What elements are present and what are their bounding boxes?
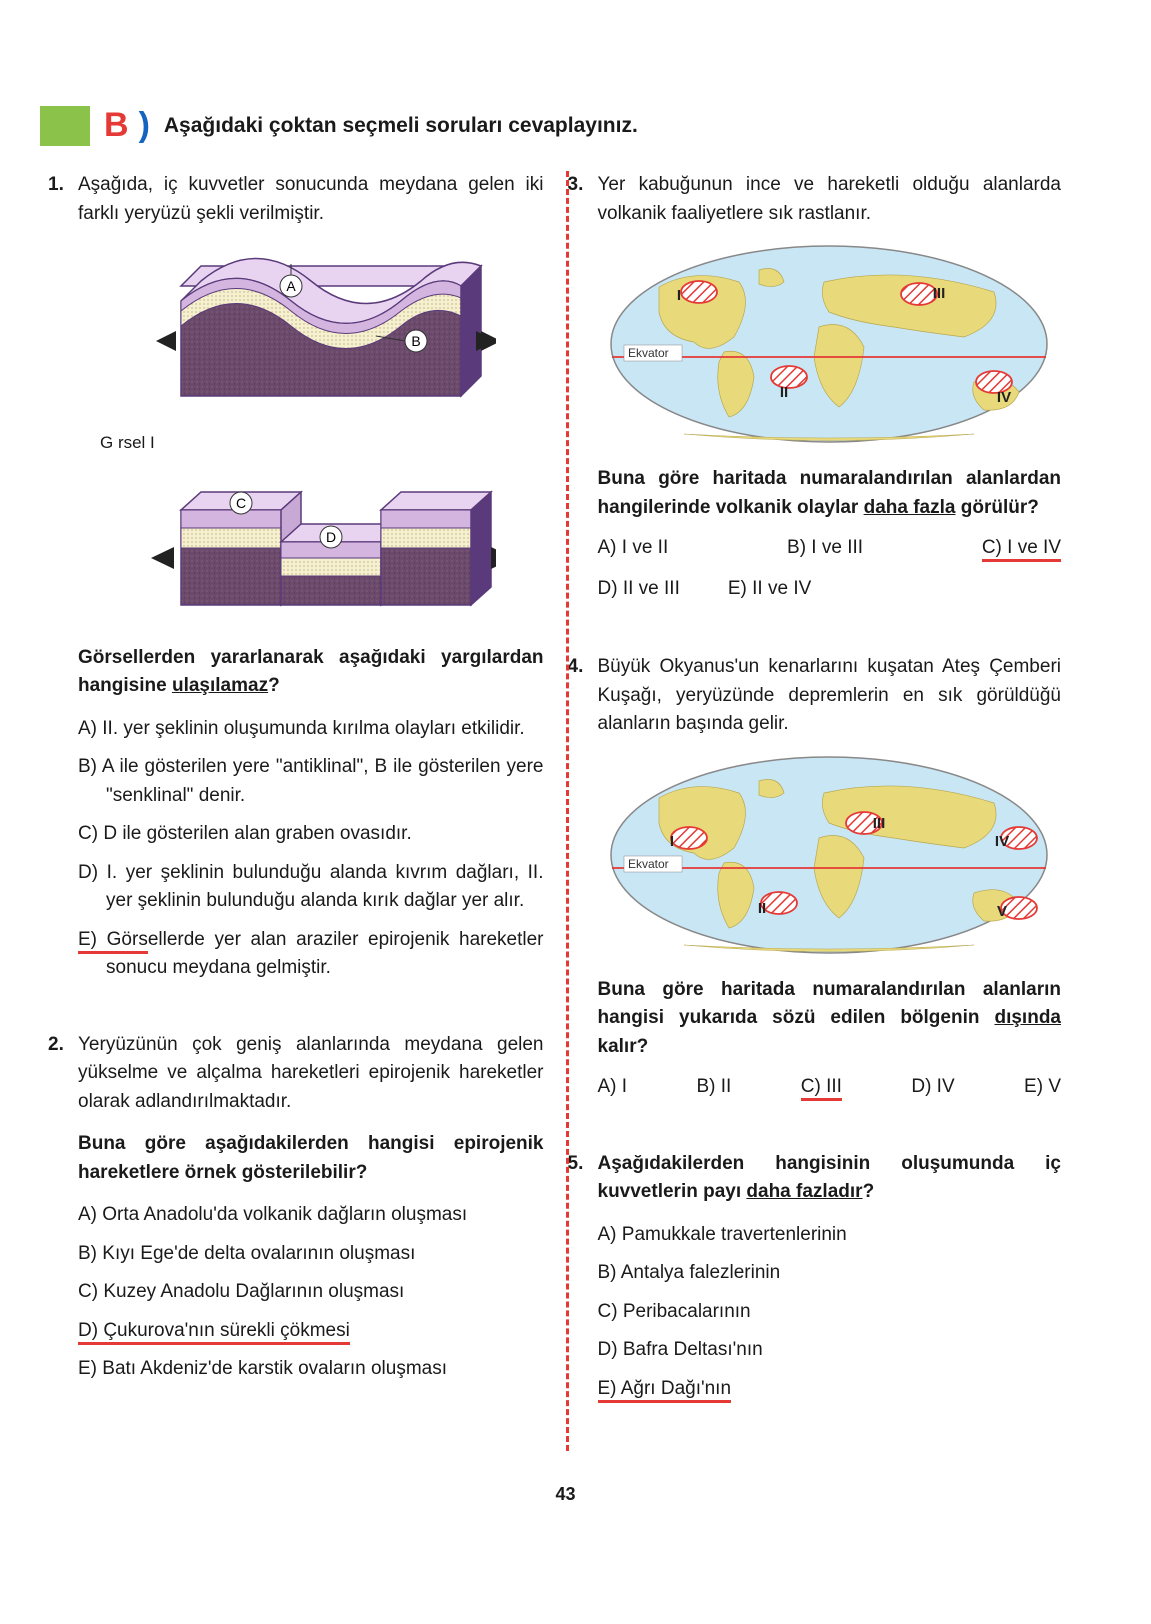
q1-optE-rest: ellerde yer alan araziler epirojenik har… (106, 929, 544, 979)
section-paren: ) (139, 100, 150, 151)
q5-optE-marked: E) Ağrı Dağı'nın (598, 1378, 732, 1403)
question-3: 3. Yer kabuğunun ince ve hareketli olduğ… (598, 171, 1062, 603)
arrow-left-icon (151, 547, 174, 569)
svg-text:III: III (873, 815, 886, 832)
q4-stem-underline: dışında (994, 1007, 1061, 1028)
q1-fig2-label-D: D (326, 529, 336, 545)
q5-number: 5. (568, 1150, 598, 1179)
q2-option-e[interactable]: E) Batı Akdeniz'de karstik ovaların oluş… (78, 1355, 544, 1384)
q1-option-d[interactable]: D) I. yer şeklinin bulunduğu alanda kıvr… (78, 859, 544, 916)
question-2: 2. Yeryüzünün çok geniş alanlarında meyd… (78, 1031, 544, 1384)
q1-figure-1: A B (126, 246, 496, 416)
q3-world-map: EkvatorIIIIIIIV (604, 242, 1054, 447)
question-5: 5. Aşağıdakilerden hangisinin oluşumunda… (598, 1150, 1062, 1404)
svg-text:V: V (997, 903, 1007, 920)
q2-optD-marked: D) Çukurova'nın sürekli çökmesi (78, 1320, 350, 1345)
q1-number: 1. (48, 171, 78, 200)
q3-option-c[interactable]: C) I ve IV (982, 534, 1061, 563)
q5-stem-2: ? (863, 1181, 875, 1202)
svg-text:I: I (670, 833, 674, 850)
q2-option-c[interactable]: C) Kuzey Anadolu Dağlarının oluşması (78, 1278, 544, 1307)
q5-stem-underline: daha fazladır (746, 1181, 862, 1202)
q4-world-map: EkvatorIIIIIIIVV (604, 753, 1054, 958)
green-tab (40, 106, 90, 146)
q5-option-b[interactable]: B) Antalya falezlerinin (598, 1259, 1062, 1288)
svg-text:IV: IV (997, 389, 1011, 406)
q1-fig1-caption: G rsel I (100, 430, 544, 456)
arrow-left-icon (156, 331, 176, 351)
q1-stem-2: ? (268, 675, 280, 696)
q3-option-b[interactable]: B) I ve III (787, 534, 863, 563)
q1-figure-2: C D (126, 480, 496, 630)
svg-text:Ekvator: Ekvator (628, 857, 669, 871)
q4-option-a[interactable]: A) I (598, 1073, 628, 1102)
q2-option-d[interactable]: D) Çukurova'nın sürekli çökmesi (78, 1317, 544, 1346)
q2-number: 2. (48, 1031, 78, 1060)
q4-option-e[interactable]: E) V (1024, 1073, 1061, 1102)
q4-intro: Büyük Okyanus'un kenarlarını kuşatan Ate… (598, 656, 1062, 734)
q2-stem: Buna göre aşağıdakilerden hangisi epiroj… (78, 1130, 544, 1187)
q1-fig1-label-B: B (411, 333, 420, 349)
column-divider (566, 171, 569, 1451)
q4-number: 4. (568, 653, 598, 682)
question-1: 1. Aşağıda, iç kuvvetler sonucunda meyda… (78, 171, 544, 983)
q1-stem-1: Görsellerden yararlanarak aşağıdaki yarg… (78, 647, 544, 697)
q5-option-e[interactable]: E) Ağrı Dağı'nın (598, 1375, 1062, 1404)
q1-fig2-label-C: C (236, 495, 246, 511)
q1-stem-underline: ulaşılamaz (172, 675, 268, 696)
q4-stem-2: kalır? (598, 1036, 649, 1057)
q5-option-c[interactable]: C) Peribacalarının (598, 1298, 1062, 1327)
svg-text:II: II (758, 900, 766, 917)
svg-text:IV: IV (995, 833, 1009, 850)
q1-option-a[interactable]: A) II. yer şeklinin oluşumunda kırılma o… (78, 715, 544, 744)
q1-option-c[interactable]: C) D ile gösterilen alan graben ovasıdır… (78, 820, 544, 849)
svg-text:I: I (677, 287, 681, 304)
section-letter: B (90, 100, 139, 151)
question-4: 4. Büyük Okyanus'un kenarlarını kuşatan … (598, 653, 1062, 1102)
q2-option-a[interactable]: A) Orta Anadolu'da volkanik dağların olu… (78, 1201, 544, 1230)
q3-intro: Yer kabuğunun ince ve hareketli olduğu a… (598, 174, 1062, 224)
arrow-right-icon (491, 547, 496, 569)
q1-option-b[interactable]: B) A ile gösterilen yere "antiklinal", B… (78, 753, 544, 810)
q2-option-b[interactable]: B) Kıyı Ege'de delta ovalarının oluşması (78, 1240, 544, 1269)
svg-text:III: III (933, 285, 946, 302)
svg-text:II: II (780, 384, 788, 401)
q5-option-a[interactable]: A) Pamukkale travertenlerinin (598, 1221, 1062, 1250)
q3-number: 3. (568, 171, 598, 200)
q1-intro: Aşağıda, iç kuvvetler sonucunda meydana … (78, 174, 544, 224)
svg-text:Ekvator: Ekvator (628, 346, 669, 360)
section-title: Aşağıdaki çoktan seçmeli soruları cevapl… (164, 110, 638, 142)
q4-option-d[interactable]: D) IV (911, 1073, 954, 1102)
page-number: 43 (40, 1481, 1091, 1508)
q3-option-e[interactable]: E) II ve IV (728, 575, 811, 604)
q5-option-d[interactable]: D) Bafra Deltası'nın (598, 1336, 1062, 1365)
q1-option-e[interactable]: E) Görsellerde yer alan araziler epiroje… (78, 926, 544, 983)
q4-stem-1: Buna göre haritada numaralandırılan alan… (598, 979, 1062, 1029)
q3-option-d[interactable]: D) II ve III (598, 575, 680, 604)
q3-stem-2: görülür? (955, 497, 1038, 518)
q3-stem-underline: daha fazla (864, 497, 956, 518)
section-header: B) Aşağıdaki çoktan seçmeli soruları cev… (40, 100, 1091, 151)
q1-fig1-label-A: A (286, 278, 296, 294)
q3-option-a[interactable]: A) I ve II (598, 534, 669, 563)
q4-option-c[interactable]: C) III (801, 1073, 842, 1102)
q4-option-b[interactable]: B) II (696, 1073, 731, 1102)
q2-intro: Yeryüzünün çok geniş alanlarında meydana… (78, 1034, 544, 1112)
q1-optE-marked: E) Görs (78, 929, 148, 954)
